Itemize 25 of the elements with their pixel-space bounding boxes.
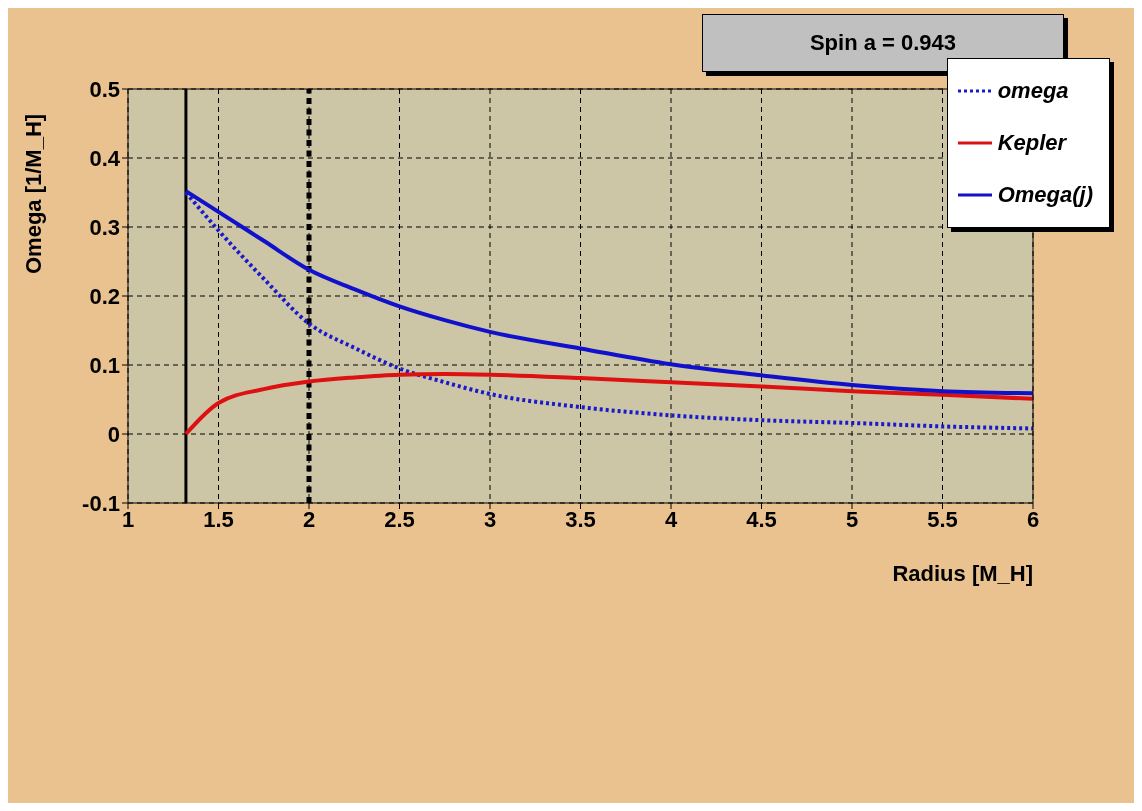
legend-label: Omega(j): [997, 182, 1093, 208]
y-tick-label: 0.5: [89, 76, 120, 102]
x-tick-label: 5: [845, 506, 859, 532]
y-tick-label: 0.3: [89, 214, 120, 240]
legend-label: omega: [997, 78, 1069, 104]
x-tick-label: 4.5: [746, 506, 777, 532]
y-tick-label: -0.1: [82, 490, 120, 516]
x-tick-label: 6: [1026, 506, 1040, 532]
x-tick-label: 3: [483, 506, 497, 532]
y-tick-label: 0: [107, 421, 120, 447]
y-tick-label: 0.2: [89, 283, 120, 309]
x-tick-label: 2.5: [384, 506, 415, 532]
legend-label: Kepler: [997, 130, 1067, 156]
x-tick-label: 4: [664, 506, 678, 532]
y-tick-label: 0.4: [89, 145, 121, 171]
line-series: [183, 371, 1033, 436]
x-tick-label: 3.5: [565, 506, 596, 532]
x-tick-label: 1: [121, 506, 135, 532]
y-tick-label: 0.1: [89, 352, 120, 378]
x-axis-title: Radius [M_H]: [892, 561, 1033, 586]
chart-title: Spin a = 0.943: [702, 14, 1064, 72]
x-tick-label: 1.5: [203, 506, 234, 532]
x-tick-label: 5.5: [927, 506, 958, 532]
x-tick-label: 2: [302, 506, 316, 532]
y-axis-title: Omega [1/M_H]: [20, 113, 46, 274]
